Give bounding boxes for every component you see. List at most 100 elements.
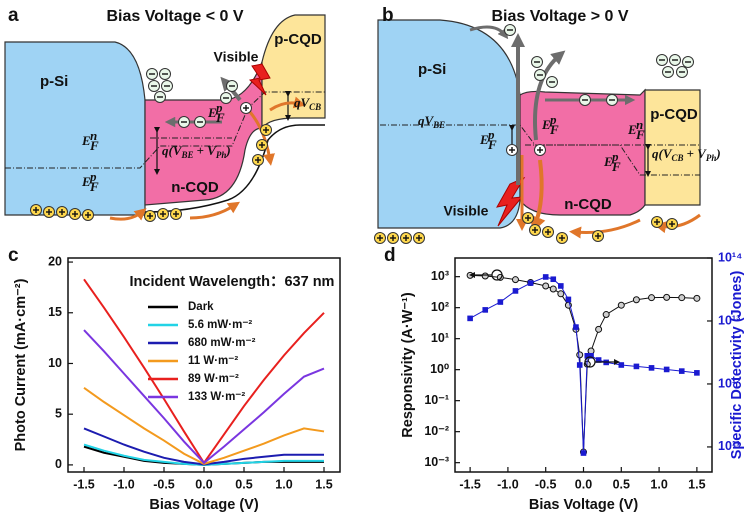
panel-title: Bias Voltage > 0 V <box>491 8 628 25</box>
region-label: p-CQD <box>274 31 322 48</box>
y2-tick-label: 10¹² <box>718 376 740 390</box>
n-cqd-band <box>144 61 263 206</box>
legend-label: Dark <box>188 301 214 313</box>
point <box>576 351 584 359</box>
series-line <box>470 274 697 453</box>
electron-icon <box>676 66 688 78</box>
point <box>632 296 640 304</box>
formula-sub: Ph <box>216 150 227 160</box>
hole-icon <box>506 144 518 156</box>
legend-label: 680 mW·m⁻² <box>188 337 256 349</box>
point <box>595 325 603 333</box>
y2-tick-label: 10¹⁴ <box>718 250 742 264</box>
electron-icon <box>194 116 206 128</box>
point <box>573 324 579 330</box>
point <box>511 276 519 284</box>
point <box>648 365 655 371</box>
panel-label: d <box>384 245 396 266</box>
x-tick-label: -1.5 <box>459 477 481 491</box>
fermi-sup: p <box>611 149 619 164</box>
electron-icon <box>220 92 232 104</box>
fermi-sup: p <box>215 100 223 115</box>
formula-part: + V <box>687 146 708 161</box>
y-tick-label: 10⁻² <box>424 424 449 438</box>
point <box>542 274 549 280</box>
electron-icon <box>656 54 668 66</box>
hole-icon <box>651 216 663 228</box>
y-tick-label: 10⁻¹ <box>424 393 449 407</box>
y-tick-label: 15 <box>48 305 62 319</box>
hole-arrow <box>269 96 306 112</box>
point <box>663 366 670 373</box>
hole-icon <box>592 230 604 242</box>
fermi-sub: F <box>89 179 99 194</box>
light-label: Visible <box>214 49 259 65</box>
formula: q(VCB + VPh) <box>652 146 721 163</box>
fermi-sub: F <box>635 127 645 142</box>
y2-tick-label: 10¹³ <box>718 313 740 327</box>
y-tick-label: 10² <box>431 300 449 314</box>
formula-part: q(V <box>652 146 673 161</box>
point <box>527 280 534 286</box>
hole-arrow <box>189 201 241 220</box>
electron-icon <box>148 80 160 92</box>
hole-arrow <box>530 159 546 233</box>
p-si-band <box>4 41 146 216</box>
hole-icon <box>387 232 399 244</box>
fermi-sup: n <box>90 128 97 143</box>
fermi-sup: p <box>89 169 97 184</box>
panel-a: a Bias Voltage < 0 V p-Si n-CQD p-CQD Vi… <box>4 5 326 221</box>
x-tick-label: -1.0 <box>497 477 519 491</box>
panel-title: Bias Voltage < 0 V <box>106 8 243 25</box>
fermi-base: E <box>541 117 551 132</box>
formula-part: qV <box>294 95 311 110</box>
point <box>557 290 565 298</box>
p-si-band <box>377 19 521 229</box>
electron-icon <box>546 76 558 88</box>
point <box>678 294 686 302</box>
x-tick-label: -0.5 <box>153 477 175 491</box>
region-label: p-CQD <box>650 106 698 123</box>
panel-label: c <box>8 245 19 266</box>
legend-label: 11 W·m⁻² <box>188 355 238 367</box>
hole-icon <box>534 144 546 156</box>
point <box>648 294 656 302</box>
hole-icon <box>43 206 55 218</box>
point <box>694 370 700 376</box>
point <box>633 363 640 370</box>
hole-icon <box>157 208 169 220</box>
point <box>542 282 550 290</box>
hole-icon <box>400 232 412 244</box>
x-tick-label: -0.5 <box>535 477 557 491</box>
hole-icon <box>144 210 156 222</box>
x-tick-label: -1.5 <box>73 477 95 491</box>
electron-icon <box>504 24 516 36</box>
fermi-sup: p <box>549 112 557 127</box>
region-label: n-CQD <box>564 196 612 213</box>
point <box>584 352 591 359</box>
y-tick-label: 5 <box>55 406 62 420</box>
hole-icon <box>30 204 42 216</box>
electron-icon <box>226 80 238 92</box>
hole-arrow <box>654 213 701 234</box>
formula-sub: CB <box>672 153 684 163</box>
electron-icon <box>159 68 171 80</box>
fermi-sub: F <box>549 122 559 137</box>
point <box>617 301 625 309</box>
point <box>693 294 701 302</box>
x-tick-label: 1.0 <box>275 477 292 491</box>
y-tick-label: 20 <box>48 254 62 268</box>
point <box>565 296 572 303</box>
electron-arrow <box>533 50 566 141</box>
hole-icon <box>522 212 534 224</box>
formula-part: ) <box>225 143 230 158</box>
hole-icon <box>556 232 568 244</box>
formula: qVBE <box>418 113 445 130</box>
panel-b: b Bias Voltage > 0 V p-Si n-CQD p-CQD Vi… <box>377 5 721 239</box>
fermi-base: E <box>207 105 217 120</box>
x-tick-label: 0.5 <box>613 477 630 491</box>
formula-sub: CB <box>309 102 321 112</box>
y-tick-label: 0 <box>55 457 62 471</box>
hole-icon <box>56 206 68 218</box>
